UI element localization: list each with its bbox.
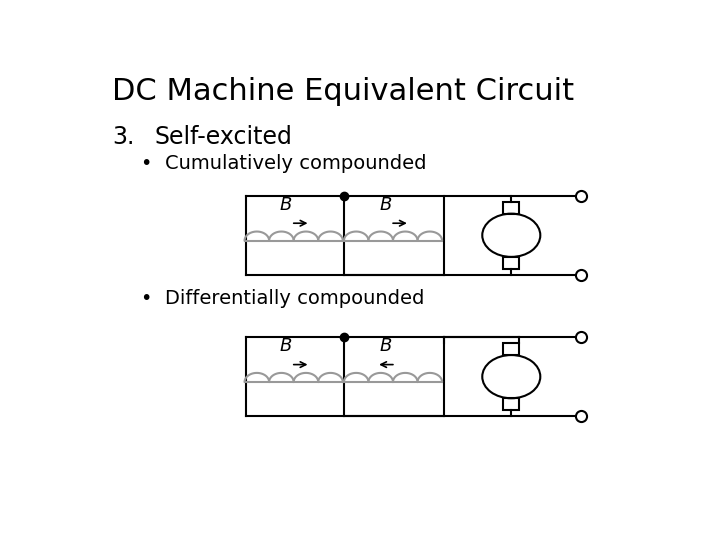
Text: B: B bbox=[279, 195, 292, 214]
Bar bbox=[503, 257, 519, 268]
Text: •: • bbox=[140, 154, 152, 173]
Text: Differentially compounded: Differentially compounded bbox=[166, 289, 425, 308]
Text: 3.: 3. bbox=[112, 125, 135, 149]
Bar bbox=[503, 343, 519, 355]
Text: Self-excited: Self-excited bbox=[154, 125, 292, 149]
Text: B: B bbox=[379, 337, 392, 355]
Bar bbox=[503, 399, 519, 410]
Text: B: B bbox=[279, 337, 292, 355]
Bar bbox=[503, 202, 519, 214]
Text: B: B bbox=[379, 195, 392, 214]
Text: DC Machine Equivalent Circuit: DC Machine Equivalent Circuit bbox=[112, 77, 575, 106]
Text: •: • bbox=[140, 289, 152, 308]
Text: Cumulatively compounded: Cumulatively compounded bbox=[166, 154, 427, 173]
